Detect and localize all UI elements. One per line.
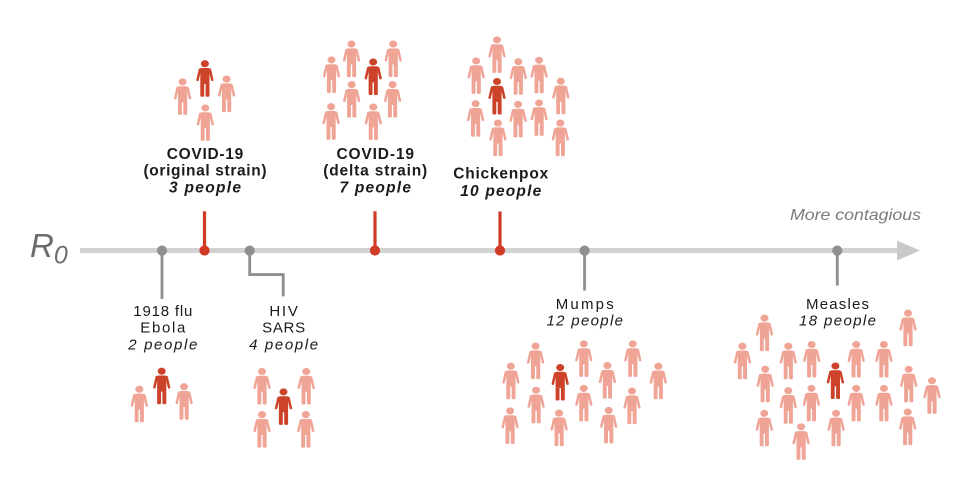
- svg-text:SARS: SARS: [262, 320, 305, 337]
- svg-text:4 people: 4 people: [249, 336, 318, 353]
- svg-text:COVID-19: COVID-19: [167, 146, 244, 163]
- svg-text:1918 flu: 1918 flu: [133, 303, 192, 320]
- svg-text:7 people: 7 people: [339, 179, 411, 196]
- svg-text:Mumps: Mumps: [556, 296, 614, 313]
- svg-text:Chickenpox: Chickenpox: [453, 166, 548, 183]
- svg-text:Measles: Measles: [806, 296, 869, 313]
- svg-text:(original strain): (original strain): [144, 162, 267, 179]
- svg-text:HIV: HIV: [269, 303, 298, 320]
- svg-text:COVID-19: COVID-19: [336, 146, 414, 163]
- svg-text:Ebola: Ebola: [140, 320, 186, 337]
- svg-text:3 people: 3 people: [169, 179, 241, 196]
- svg-text:12 people: 12 people: [546, 312, 623, 329]
- svg-text:More contagious: More contagious: [790, 207, 921, 224]
- svg-text:18 people: 18 people: [799, 312, 876, 329]
- svg-text:R0: R0: [30, 227, 68, 270]
- svg-text:(delta strain): (delta strain): [323, 162, 427, 179]
- svg-text:2 people: 2 people: [127, 336, 197, 353]
- svg-text:10 people: 10 people: [460, 183, 541, 200]
